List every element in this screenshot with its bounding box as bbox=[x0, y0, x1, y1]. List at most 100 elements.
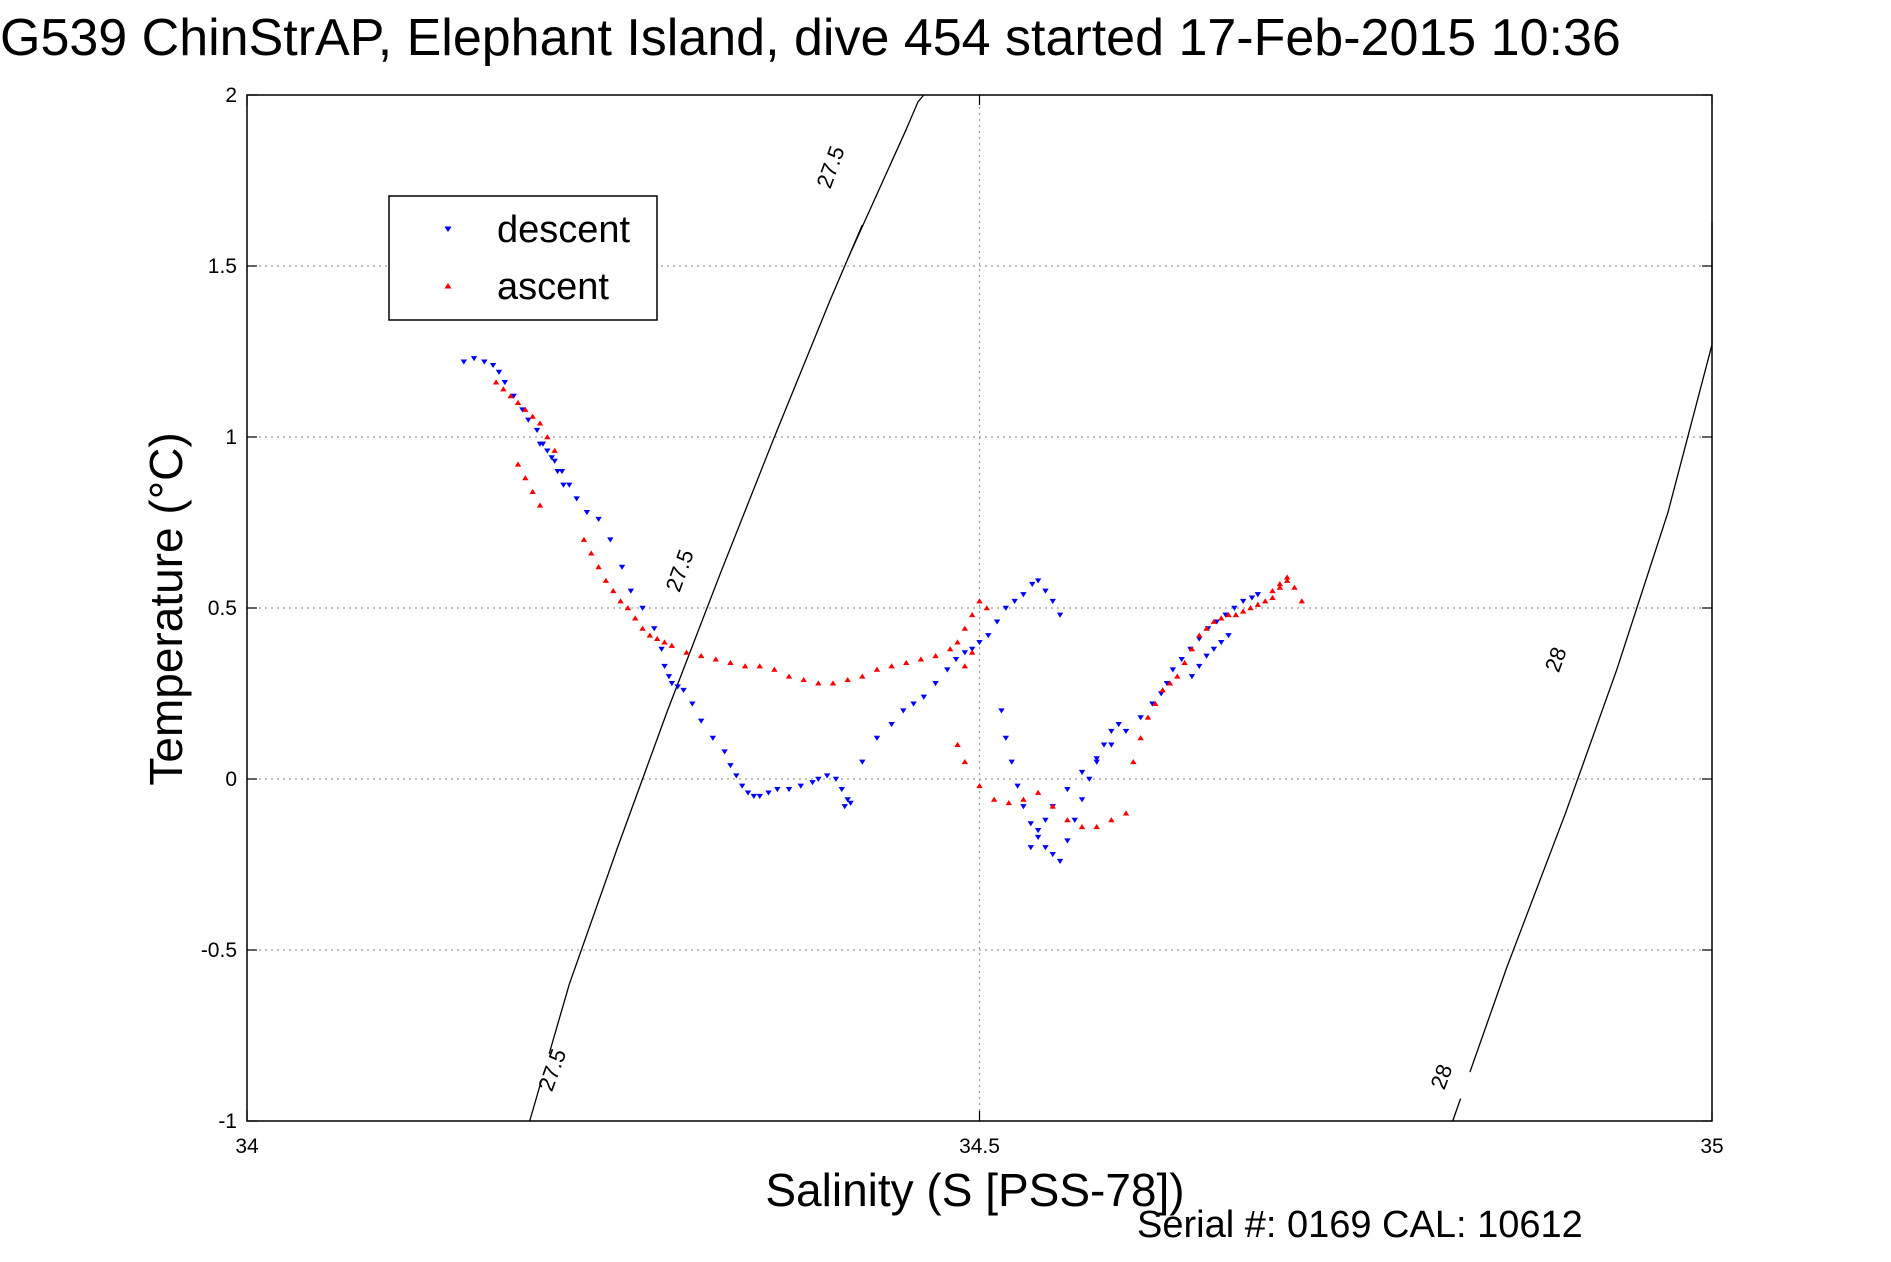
ascent-point bbox=[976, 782, 983, 789]
descent-point bbox=[558, 468, 566, 475]
descent-point bbox=[697, 718, 705, 724]
descent-point bbox=[952, 657, 960, 663]
ascent-point bbox=[514, 461, 522, 467]
descent-point bbox=[1137, 715, 1144, 721]
x-tick-label: 34 bbox=[235, 1135, 259, 1158]
descent-point bbox=[932, 681, 939, 687]
ascent-point bbox=[873, 666, 881, 672]
ascent-point bbox=[500, 386, 507, 392]
ascent-point bbox=[1122, 810, 1130, 816]
grid-lines bbox=[247, 95, 1712, 1121]
ascent-point bbox=[1269, 594, 1276, 600]
descent-point bbox=[519, 407, 526, 413]
ascent-point bbox=[785, 673, 793, 679]
descent-point bbox=[1034, 578, 1042, 584]
ascent-point bbox=[639, 625, 646, 631]
descent-point bbox=[1078, 797, 1086, 803]
ascent-point bbox=[522, 406, 529, 412]
descent-point bbox=[993, 619, 1001, 625]
ascent-point bbox=[632, 615, 639, 621]
ascent-point bbox=[646, 632, 654, 638]
descent-point bbox=[1100, 742, 1108, 748]
ascent-point bbox=[1005, 800, 1012, 806]
descent-point bbox=[1086, 776, 1093, 782]
ascent-point bbox=[954, 639, 961, 645]
ascent-point bbox=[624, 605, 632, 611]
x-tick-label: 34.5 bbox=[959, 1135, 1000, 1158]
descent-point bbox=[841, 804, 848, 810]
ascent-point bbox=[617, 598, 624, 604]
ascent-point bbox=[697, 653, 705, 659]
descent-point bbox=[661, 663, 668, 670]
descent-point bbox=[1115, 722, 1122, 728]
ascent-point bbox=[947, 646, 954, 652]
descent-point bbox=[548, 455, 555, 461]
ascent-point bbox=[756, 663, 763, 669]
descent-point bbox=[859, 759, 866, 765]
descent-point bbox=[1210, 646, 1218, 652]
descent-point bbox=[1231, 605, 1238, 611]
y-tick-label: 1 bbox=[225, 426, 237, 449]
descent-point bbox=[536, 441, 544, 447]
descent-point bbox=[1064, 787, 1071, 793]
descent-point bbox=[744, 790, 752, 796]
ascent-point bbox=[1020, 796, 1027, 802]
ascent-point bbox=[829, 680, 837, 686]
descent-point bbox=[944, 667, 951, 673]
y-tick-label: 0.5 bbox=[208, 597, 237, 620]
descent-point bbox=[510, 393, 517, 399]
descent-point bbox=[489, 362, 497, 369]
descent-point bbox=[481, 359, 488, 365]
descent-point bbox=[976, 639, 983, 646]
descent-point bbox=[727, 763, 734, 769]
legend-label-descent: descent bbox=[497, 209, 631, 251]
ascent-point bbox=[1240, 608, 1247, 614]
descent-point bbox=[968, 646, 976, 652]
descent-point bbox=[1049, 852, 1056, 858]
ascent-point bbox=[536, 502, 544, 508]
ascent-point bbox=[990, 796, 998, 802]
descent-point bbox=[1240, 598, 1247, 605]
descent-point bbox=[1169, 667, 1177, 673]
descent-point bbox=[1011, 598, 1018, 605]
descent-point bbox=[1248, 595, 1256, 601]
ascent-point bbox=[544, 434, 551, 440]
ascent-point bbox=[1152, 700, 1159, 706]
descent-point bbox=[961, 650, 969, 656]
descent-point bbox=[1034, 834, 1042, 841]
descent-point bbox=[573, 496, 580, 502]
descent-point bbox=[560, 482, 567, 488]
ascent-point bbox=[1064, 817, 1071, 823]
x-axis-label: Salinity (S [PSS-78]) bbox=[765, 1164, 1184, 1216]
descent-point bbox=[658, 646, 665, 652]
contour-label-bg bbox=[646, 546, 713, 594]
descent-point bbox=[501, 380, 509, 386]
ascent-point bbox=[1247, 605, 1254, 611]
ascent-point bbox=[859, 673, 866, 679]
ascent-point bbox=[771, 666, 778, 672]
descent-point bbox=[1064, 838, 1071, 844]
ascent-point bbox=[888, 663, 895, 669]
descent-point bbox=[1254, 592, 1262, 598]
ascent-point bbox=[1269, 588, 1276, 594]
descent-point bbox=[1196, 663, 1203, 670]
ascent-point bbox=[815, 680, 822, 686]
descent-point bbox=[750, 793, 758, 799]
descent-point bbox=[774, 787, 781, 793]
ascent-point bbox=[551, 447, 558, 453]
descent-point bbox=[583, 510, 591, 516]
ascent-point bbox=[1166, 680, 1174, 686]
descent-point bbox=[1042, 588, 1049, 594]
ascent-point bbox=[588, 550, 595, 556]
descent-point bbox=[797, 783, 804, 789]
ascent-point bbox=[661, 639, 668, 645]
descent-point bbox=[1157, 691, 1165, 697]
ascent-point bbox=[727, 659, 734, 665]
descent-point bbox=[1020, 592, 1027, 598]
ascent-point bbox=[1283, 574, 1291, 580]
descent-point bbox=[689, 701, 696, 707]
ascent-point bbox=[1232, 611, 1240, 618]
descent-point bbox=[721, 749, 728, 755]
ascent-point bbox=[968, 649, 976, 655]
descent-point bbox=[1188, 674, 1196, 680]
